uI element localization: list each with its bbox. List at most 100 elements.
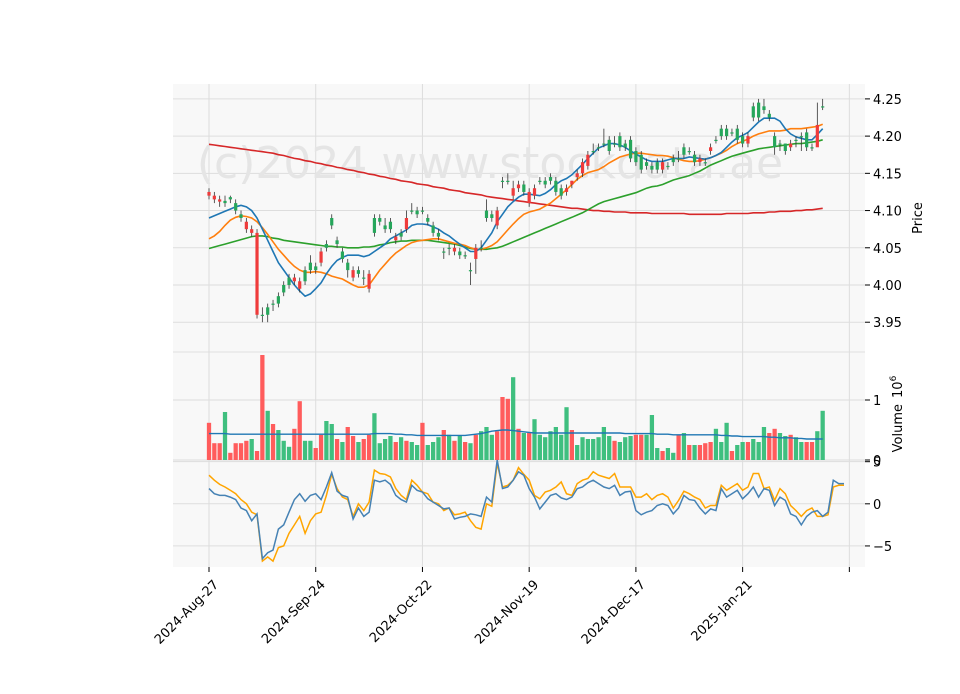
candle-body xyxy=(580,162,585,174)
volume-bar xyxy=(244,440,249,460)
candle-body xyxy=(452,247,457,252)
candle-body xyxy=(559,188,563,196)
candle-body xyxy=(255,232,259,315)
candle-body xyxy=(506,180,510,182)
volume-bar xyxy=(324,421,329,460)
volume-bar xyxy=(228,452,233,460)
volume-bar xyxy=(809,442,815,460)
candle-body xyxy=(698,158,702,163)
candle-body xyxy=(709,147,713,151)
candle-body xyxy=(367,273,371,289)
volume-bar xyxy=(804,442,809,460)
volume-bar xyxy=(425,445,430,460)
candle-body xyxy=(511,188,515,196)
candle-body xyxy=(474,247,478,259)
volume-bar xyxy=(703,443,708,460)
candle-body xyxy=(618,136,622,148)
candle-body xyxy=(644,162,649,166)
candle-body xyxy=(276,296,280,304)
volume-bar xyxy=(745,442,751,460)
volume-bar xyxy=(260,355,265,460)
candle-body xyxy=(586,154,590,166)
candle-body xyxy=(655,162,659,170)
candle-body xyxy=(500,180,505,182)
candle-body xyxy=(682,147,686,155)
candle-body xyxy=(719,128,723,137)
volume-bar xyxy=(340,442,345,460)
price-ma-green-line xyxy=(208,139,823,251)
volume-bar xyxy=(212,443,217,460)
candle-body xyxy=(234,203,238,211)
price-ma-red-line xyxy=(208,143,823,216)
volume-bar xyxy=(414,445,420,460)
candle-body xyxy=(751,106,755,118)
volume-bar xyxy=(254,451,260,460)
price-tick-label: 4.15 xyxy=(873,167,902,182)
volume-bar xyxy=(302,440,308,460)
candle-body xyxy=(730,132,734,134)
candle-body xyxy=(741,136,745,144)
candle-body xyxy=(340,251,345,259)
volume-bar xyxy=(548,431,553,460)
volume-bar xyxy=(356,442,361,460)
candle-body xyxy=(282,285,286,293)
candle-body xyxy=(789,143,793,148)
candle-body xyxy=(810,147,814,149)
candle-body xyxy=(410,210,414,212)
candle-body xyxy=(554,180,558,192)
oscillator-blue-line xyxy=(208,459,844,561)
volume-bar xyxy=(751,439,756,460)
volume-bar xyxy=(516,428,521,460)
volume-bar xyxy=(479,431,484,460)
volume-bar xyxy=(468,443,473,460)
price-axis-label: Price xyxy=(911,202,926,234)
volume-bar xyxy=(740,442,745,460)
candle-body xyxy=(298,281,302,289)
volume-bar xyxy=(270,424,276,460)
candle-body xyxy=(634,151,638,163)
volume-bar xyxy=(345,427,350,460)
candle-body xyxy=(522,184,526,192)
candle-body xyxy=(548,177,553,181)
candle-body xyxy=(639,154,643,170)
candle-body xyxy=(244,221,248,230)
volume-bar xyxy=(719,442,724,460)
volume-bar xyxy=(238,443,244,460)
candle-body xyxy=(372,218,377,233)
volume-axis-label-base: 10 xyxy=(891,381,906,398)
volume-bar xyxy=(393,442,398,460)
volume-bar xyxy=(569,430,574,460)
volume-bar xyxy=(777,433,783,460)
volume-bar xyxy=(660,451,665,460)
volume-bar xyxy=(532,419,537,460)
volume-bar xyxy=(308,440,313,460)
volume-bar xyxy=(249,439,254,460)
candle-body xyxy=(735,128,739,140)
watermark-text: (c)2024 www.stockdata.ae xyxy=(197,138,783,189)
price-tick-label: 4.25 xyxy=(873,93,902,108)
candle-body xyxy=(287,277,291,285)
volume-tick-label: 1 xyxy=(873,394,881,409)
candle-body xyxy=(223,200,227,204)
candle-body xyxy=(746,136,750,144)
volume-bar xyxy=(713,428,719,460)
volume-bar xyxy=(783,436,788,460)
candle-body xyxy=(335,240,339,245)
volume-bar xyxy=(676,434,681,460)
candle-body xyxy=(388,221,393,230)
candle-body xyxy=(778,143,782,145)
price-ma-blue-line xyxy=(208,117,824,298)
candle-body xyxy=(228,197,232,200)
volume-bar xyxy=(559,434,564,460)
volume-bar xyxy=(388,436,393,460)
volume-bar xyxy=(617,442,623,460)
oscillator-tick-label: 0 xyxy=(873,498,881,513)
volume-bar xyxy=(217,443,222,460)
volume-bar xyxy=(361,439,366,460)
candle-body xyxy=(218,199,222,202)
volume-bar xyxy=(521,433,526,460)
candle-body xyxy=(479,247,483,249)
volume-axis-label-exp: 6 xyxy=(889,375,899,381)
candle-body xyxy=(762,106,766,111)
